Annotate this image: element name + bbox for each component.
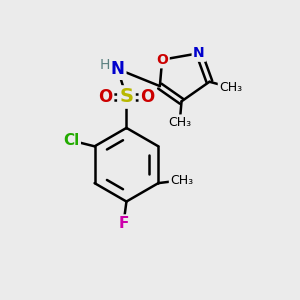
Text: O: O [98, 88, 112, 106]
Text: Cl: Cl [63, 133, 79, 148]
Text: CH₃: CH₃ [219, 81, 242, 94]
Text: H: H [100, 58, 110, 73]
Text: CH₃: CH₃ [170, 174, 194, 187]
Text: S: S [119, 88, 134, 106]
Text: O: O [140, 88, 155, 106]
Text: N: N [111, 60, 124, 78]
Text: O: O [156, 53, 168, 67]
Text: CH₃: CH₃ [168, 116, 191, 129]
Text: F: F [118, 216, 129, 231]
Text: N: N [193, 46, 205, 60]
